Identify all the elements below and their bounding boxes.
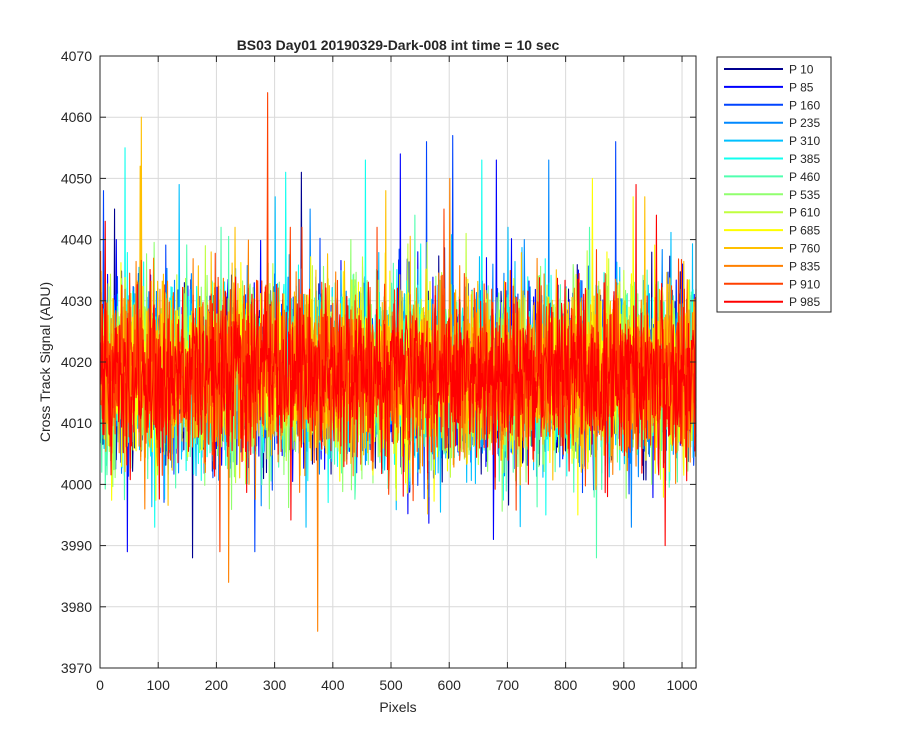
legend-entry: P 985: [724, 295, 820, 309]
legend-entry: P 910: [724, 277, 820, 291]
legend-entry: P 160: [724, 98, 820, 112]
y-tick-label: 4070: [61, 48, 92, 64]
y-axis-label: Cross Track Signal (ADU): [37, 282, 53, 442]
x-tick-label: 100: [147, 677, 171, 693]
legend-entry: P 85: [724, 80, 814, 94]
x-tick-label: 600: [438, 677, 462, 693]
x-tick-label: 700: [496, 677, 520, 693]
x-tick-label: 1000: [666, 677, 697, 693]
legend-label: P 535: [789, 188, 820, 202]
legend-label: P 235: [789, 116, 820, 130]
y-tick-label: 3980: [61, 599, 92, 615]
legend-entry: P 535: [724, 188, 820, 202]
y-tick-label: 4010: [61, 415, 92, 431]
legend-label: P 385: [789, 152, 820, 166]
legend-entry: P 835: [724, 259, 820, 273]
x-axis-label: Pixels: [379, 699, 416, 715]
legend-entry: P 10: [724, 63, 814, 77]
legend-box: [716, 56, 832, 313]
legend-label: P 835: [789, 259, 820, 273]
legend-label: P 610: [789, 206, 820, 220]
legend-label: P 10: [789, 63, 814, 77]
y-tick-label: 3990: [61, 538, 92, 554]
x-tick-label: 300: [263, 677, 287, 693]
legend: P 10 P 85 P 160 P 235 P 310 P 385 P 460 P 535 P …: [716, 56, 832, 313]
legend-entry: P 685: [724, 224, 820, 238]
legend-label: P 910: [789, 277, 820, 291]
x-tick-label: 400: [321, 677, 345, 693]
y-tick-label: 4050: [61, 170, 92, 186]
plot-series: [100, 92, 697, 632]
legend-label: P 310: [789, 134, 820, 148]
y-tick-label: 4030: [61, 293, 92, 309]
series-line: [100, 183, 697, 547]
legend-entry: P 385: [724, 152, 820, 166]
chart-title: BS03 Day01 20190329-Dark-008 int time = …: [237, 37, 560, 53]
y-tick-label: 4060: [61, 109, 92, 125]
legend-label: P 760: [789, 242, 820, 256]
legend-entry: P 235: [724, 116, 820, 130]
legend-entry: P 310: [724, 134, 820, 148]
legend-entry: P 760: [724, 242, 820, 256]
y-tick-label: 3970: [61, 660, 92, 676]
legend-label: P 685: [789, 224, 820, 238]
x-tick-label: 500: [379, 677, 403, 693]
legend-label: P 460: [789, 170, 820, 184]
legend-entry: P 610: [724, 206, 820, 220]
y-tick-label: 4000: [61, 476, 92, 492]
legend-label: P 85: [789, 80, 814, 94]
x-tick-label: 800: [554, 677, 578, 693]
x-tick-label: 900: [612, 677, 636, 693]
legend-label: P 160: [789, 98, 820, 112]
x-tick-label: 0: [96, 677, 104, 693]
legend-label: P 985: [789, 295, 820, 309]
axis-ticks: 0 100 200 300 400 500 600 700 800 900 1000 3970 3980…: [61, 48, 698, 693]
y-tick-label: 4020: [61, 354, 92, 370]
x-tick-label: 200: [205, 677, 229, 693]
legend-entry: P 460: [724, 170, 820, 184]
y-tick-label: 4040: [61, 232, 92, 248]
